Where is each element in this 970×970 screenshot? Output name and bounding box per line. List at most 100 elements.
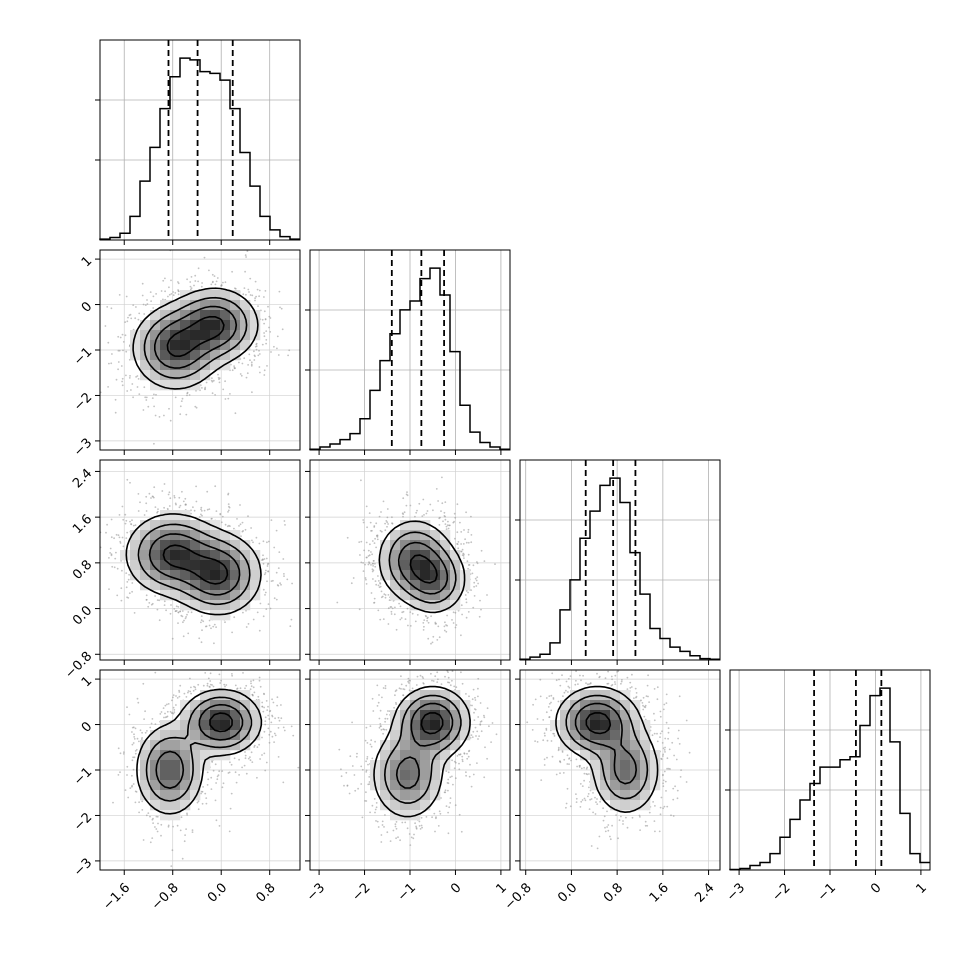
density-cell <box>410 600 421 611</box>
scatter-point <box>545 711 548 714</box>
density-cell <box>130 570 141 581</box>
scatter-point <box>167 825 170 828</box>
scatter-point <box>406 827 409 830</box>
density-cell <box>420 590 431 601</box>
density-cell <box>610 720 621 731</box>
scatter-point <box>452 611 455 614</box>
scatter-point <box>134 801 137 804</box>
scatter-point <box>175 704 177 706</box>
density-cell <box>210 560 221 571</box>
scatter-point <box>197 280 199 283</box>
scatter-point <box>622 820 624 822</box>
scatter-point <box>588 808 591 810</box>
density-cell <box>180 300 191 311</box>
scatter-point <box>662 774 664 777</box>
contour-level-2 <box>388 531 457 604</box>
contour-level-1 <box>125 513 262 616</box>
scatter-point <box>133 756 136 759</box>
scatter-point <box>460 671 462 674</box>
density-cell <box>400 700 411 711</box>
scatter-point <box>465 598 468 601</box>
scatter-point <box>239 523 242 526</box>
scatter-point <box>169 710 172 713</box>
scatter-point <box>465 511 467 514</box>
scatter-point <box>256 288 259 291</box>
scatter-point <box>132 768 135 771</box>
scatter-point <box>254 280 257 283</box>
scatter-point <box>656 686 659 689</box>
scatter-point <box>282 726 285 729</box>
density-cell <box>140 540 151 551</box>
density-cell <box>220 330 231 341</box>
scatter-point <box>421 826 423 829</box>
scatter-point <box>207 677 210 680</box>
scatter-point <box>215 280 218 283</box>
scatter-point <box>245 293 247 296</box>
density-cell <box>210 360 221 371</box>
y-tick-label: −0.8 <box>62 649 95 682</box>
density-cell <box>410 540 421 551</box>
scatter-point <box>270 721 273 724</box>
scatter-point <box>184 504 187 506</box>
scatter-point <box>402 688 405 690</box>
density-cell <box>440 570 451 581</box>
scatter-point <box>117 774 120 776</box>
hist-1-steps <box>99 57 300 240</box>
density-cell <box>190 340 201 351</box>
density-cell <box>180 560 191 571</box>
scatter-point <box>661 730 663 733</box>
density-cell <box>450 560 461 571</box>
scatter-point <box>195 389 197 392</box>
density-cell <box>200 370 211 381</box>
scatter-point <box>659 732 662 735</box>
scatter-point <box>117 534 120 537</box>
scatter-point <box>369 521 372 524</box>
density-cell <box>630 700 641 711</box>
scatter-point <box>566 754 569 757</box>
scatter-point <box>662 708 665 711</box>
scatter-point <box>173 711 176 713</box>
scatter-point <box>132 304 135 306</box>
scatter-point <box>192 689 195 692</box>
scatter-point <box>172 825 174 828</box>
density-cell <box>610 780 621 791</box>
scatter-point <box>172 694 175 696</box>
scatter-point <box>194 688 197 691</box>
x-tick-label: 0.8 <box>254 880 279 905</box>
scatter-point <box>402 515 404 518</box>
scatter-point <box>143 718 145 720</box>
density-cell <box>190 760 201 771</box>
scatter-point <box>583 779 585 782</box>
density-cell <box>200 320 211 331</box>
scatter-point <box>340 768 342 771</box>
scatter-point <box>602 819 605 822</box>
scatter-point <box>263 335 266 338</box>
scatter-point <box>626 826 629 829</box>
scatter-point <box>663 770 666 773</box>
density-cell <box>410 530 421 541</box>
scatter-point <box>667 737 669 740</box>
scatter-point <box>158 599 161 602</box>
density-cell <box>180 780 191 791</box>
scatter-point <box>247 515 249 518</box>
density-cell <box>170 550 181 561</box>
scatter-point <box>238 361 240 364</box>
density-cell <box>140 750 151 761</box>
scatter-point <box>133 736 136 738</box>
scatter-point <box>588 786 590 789</box>
scatter-point <box>464 594 467 596</box>
density-cell <box>190 320 201 331</box>
scatter-point <box>360 783 363 785</box>
scatter-point <box>270 519 273 521</box>
scatter-point <box>227 397 230 400</box>
scatter-point <box>228 506 231 509</box>
scatter-point <box>198 516 201 518</box>
density-cell <box>220 560 231 571</box>
scatter-point <box>379 709 382 712</box>
scatter-point <box>194 405 197 408</box>
density-cell <box>150 330 161 341</box>
scatter-point <box>208 508 211 510</box>
scatter-point <box>662 807 664 810</box>
scatter-point <box>634 687 637 690</box>
scatter-point <box>546 739 549 742</box>
